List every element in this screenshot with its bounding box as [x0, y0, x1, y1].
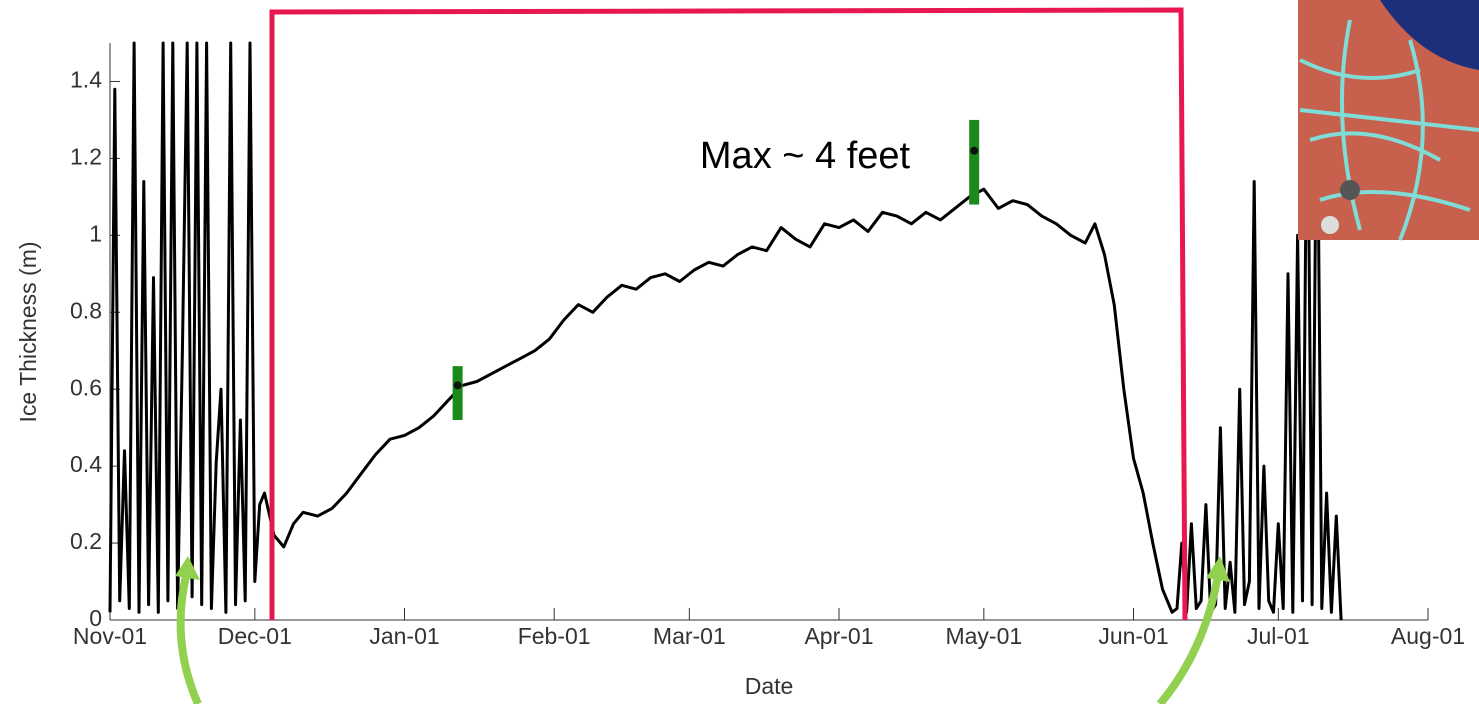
y-tick-label: 0.8 [70, 297, 102, 323]
y-axis-label: Ice Thickness (m) [15, 241, 41, 422]
y-tick-label: 0.2 [70, 528, 102, 554]
data-line [108, 41, 1343, 621]
x-tick-label: Jun-01 [1098, 623, 1168, 649]
y-tick-label: 1.2 [70, 143, 102, 169]
y-tick-label: 0 [89, 605, 102, 631]
y-tick-label: 0.4 [70, 451, 102, 477]
arrow-head [175, 556, 200, 580]
plot-area: 0 0.2 0.4 0.6 0.8 1 1.2 1.4 Nov-01 Dec-01 Jan-01 Fe… [70, 41, 1465, 649]
arrow-head [1206, 556, 1230, 582]
measurement-point [453, 381, 462, 390]
x-tick-label: May-01 [945, 623, 1022, 649]
ice-period-box [269, 7, 1188, 621]
x-tick-label: Apr-01 [804, 623, 873, 649]
y-tick-label: 0.6 [70, 374, 102, 400]
measurement-range [969, 119, 980, 205]
measurement-range [452, 366, 463, 420]
y-tick-label: 1 [89, 220, 102, 246]
y-tick-label: 1.4 [70, 67, 102, 93]
measurement-point [970, 146, 979, 155]
x-axis-label: Date [745, 673, 794, 699]
x-tick-label: Nov-01 [73, 623, 147, 649]
arrow [1156, 574, 1222, 704]
satellite-image [1298, 0, 1479, 241]
x-tick-label: Dec-01 [218, 623, 292, 649]
annotation: Max ~ 4 feet [700, 135, 911, 177]
x-tick-label: Feb-01 [518, 623, 591, 649]
x-tick-label: Aug-01 [1391, 623, 1465, 649]
x-tick-label: Jul-01 [1247, 623, 1310, 649]
arrow [176, 571, 202, 704]
x-tick-label: Mar-01 [653, 623, 726, 649]
x-tick-label: Jan-01 [369, 623, 439, 649]
